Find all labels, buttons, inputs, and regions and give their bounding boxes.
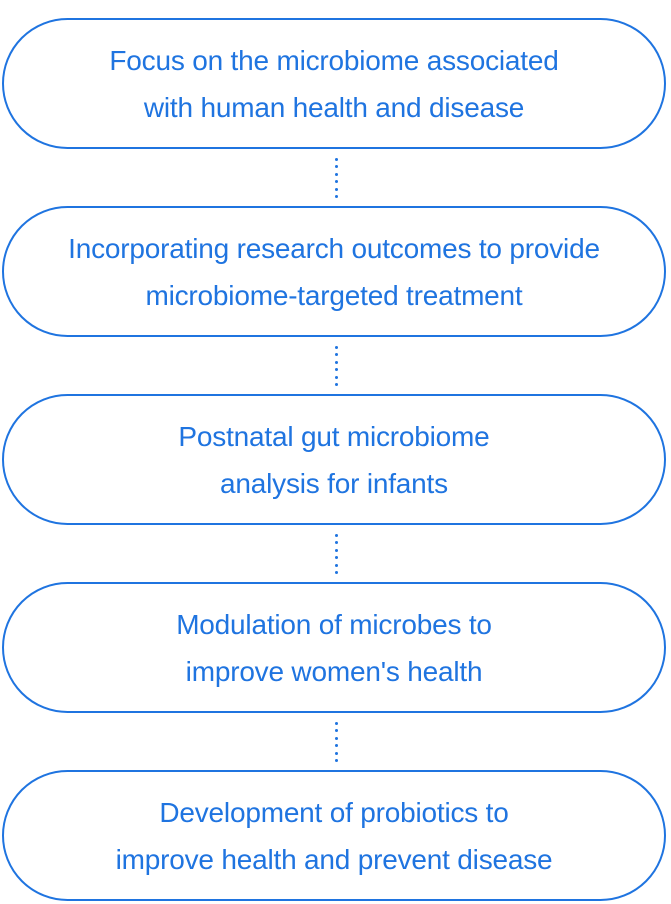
connector-dot [334,556,338,560]
step-text-line-1: Incorporating research outcomes to provi… [68,232,600,264]
step-text-line-2: microbiome-targeted treatment [145,279,523,311]
connector-dot [334,187,338,191]
connector-dot [334,172,338,176]
connector-dot [334,382,338,386]
connector-dot [334,570,338,574]
connector-dot [334,346,338,349]
step-text-line-1: Modulation of microbes to [176,608,492,640]
step-targeted-treatment: Incorporating research outcomes to provi… [2,206,666,337]
connector-dot [334,729,338,733]
step-microbiome-focus: Focus on the microbiome associated with … [2,18,666,149]
connector-dot [334,751,338,755]
connector-dot [334,360,338,364]
step-text-line-1: Focus on the microbiome associated [109,44,559,76]
connector-dot [334,563,338,567]
connector-dot [334,353,338,357]
step-text-line-2: analysis for infants [220,467,448,499]
step-text-line-1: Postnatal gut microbiome [178,420,490,452]
connector-dot [334,158,338,161]
connector-dot [334,744,338,748]
dotted-connector [334,346,338,386]
connector-dot [334,165,338,169]
connector-dot [334,758,338,762]
step-text-line-2: improve women's health [185,655,483,687]
dotted-connector [334,158,338,198]
connector-dot [334,194,338,198]
connector-dot [334,180,338,184]
connector-dot [334,736,338,740]
connector-dot [334,534,338,537]
step-text-line-2: with human health and disease [143,91,525,123]
step-text-line-1: Development of probiotics to [159,796,509,828]
connector-dot [334,541,338,545]
connector-dot [334,368,338,372]
step-text-line-2: improve health and prevent disease [115,843,553,875]
step-womens-health: Modulation of microbes to improve women'… [2,582,666,713]
dotted-connector [334,722,338,762]
dotted-connector [334,534,338,574]
connector-dot [334,375,338,379]
connector-dot [334,722,338,725]
step-probiotics-development: Development of probiotics to improve hea… [2,770,666,901]
step-infant-gut-analysis: Postnatal gut microbiome analysis for in… [2,394,666,525]
connector-dot [334,548,338,552]
